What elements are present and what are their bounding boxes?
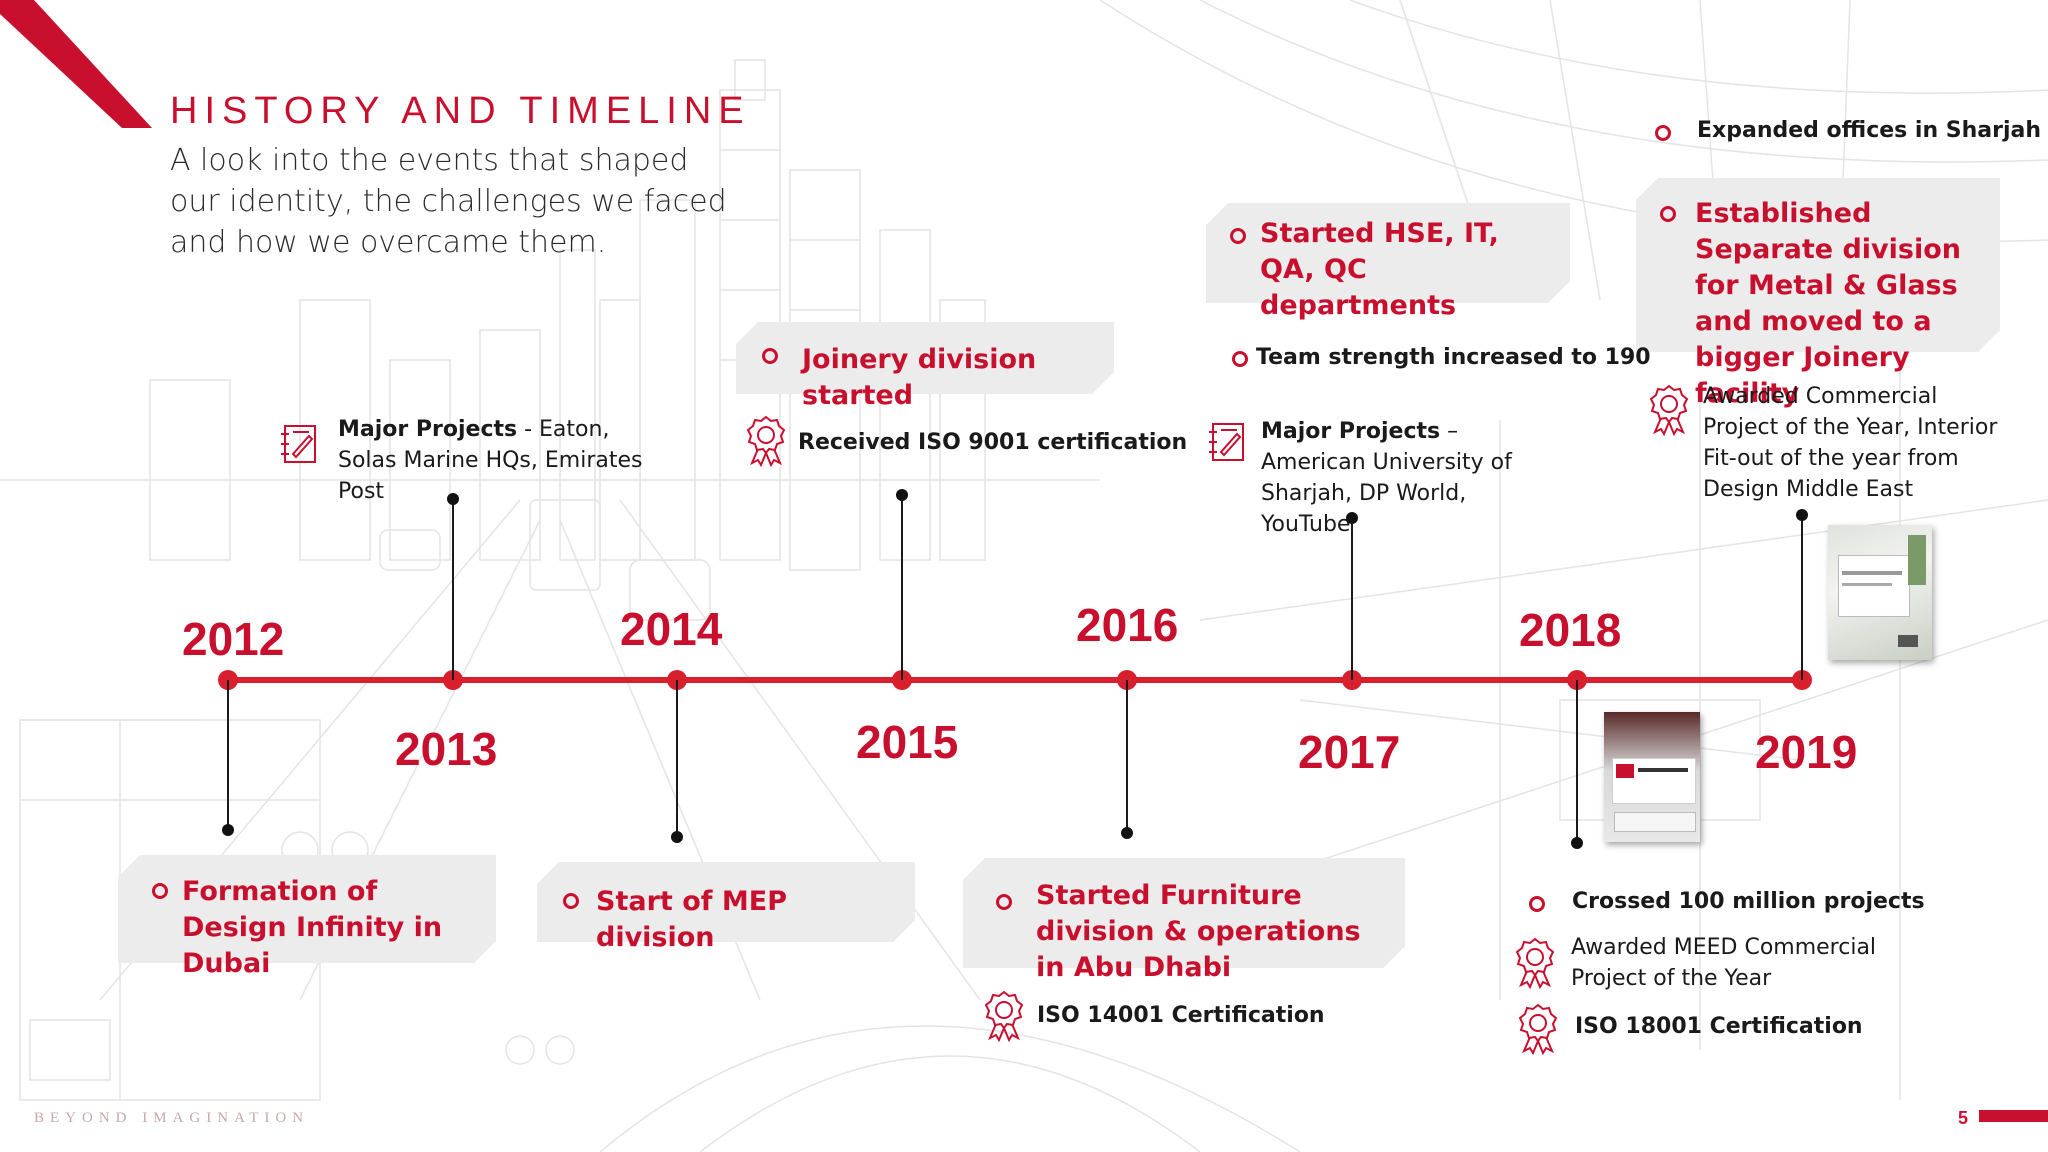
footer-tagline: BEYOND IMAGINATION <box>34 1110 310 1126</box>
callout-metal-glass <box>1636 178 2000 352</box>
timeline-node-2013 <box>443 670 463 690</box>
note-projects-2017-text: – American University of Sharjah, DP Wor… <box>1261 419 1512 537</box>
note-projects-2013: Major Projects - Eaton, Solas Marine HQs… <box>338 414 658 507</box>
page-number: 5 <box>1958 1108 1969 1128</box>
ring-bullet-icon <box>1529 896 1545 912</box>
stem-end-2012 <box>222 824 234 836</box>
stem-2017 <box>1351 518 1353 680</box>
callout-joinery <box>736 322 1114 394</box>
note-iso9001: Received ISO 9001 certification <box>798 430 1188 455</box>
note-crossed-100m: Crossed 100 million projects <box>1572 889 1925 914</box>
callout-mep <box>537 862 915 942</box>
footer-accent-bar <box>1979 1110 2048 1122</box>
note-meed-award: Awarded MEED Commercial Project of the Y… <box>1571 935 1877 991</box>
note-expanded-sharjah: Expanded offices in Sharjah <box>1697 118 2042 143</box>
note-projects-2017-label: Major Projects <box>1261 419 1441 444</box>
note-award-2019: Awarded Commercial Project of the Year, … <box>1703 384 1998 502</box>
corner-accent-stripe <box>0 0 152 128</box>
page-title: HISTORY AND TIMELINE <box>170 90 751 132</box>
award-ribbon-icon <box>1515 937 1555 989</box>
callout-joinery-text: Joinery division started <box>802 344 1037 411</box>
stem-end-2014 <box>671 831 683 843</box>
ring-bullet-icon <box>1655 125 1671 141</box>
award-ribbon-icon <box>1518 1003 1558 1055</box>
stem-end-2019 <box>1796 509 1808 521</box>
note-iso18001: ISO 18001 Certification <box>1575 1014 1863 1039</box>
stem-2018 <box>1576 680 1578 842</box>
year-label-2015: 2015 <box>856 716 959 768</box>
year-label-2016: 2016 <box>1076 599 1179 651</box>
ring-bullet-icon <box>1230 228 1246 244</box>
award-ribbon-icon <box>746 415 786 467</box>
stem-2019 <box>1801 516 1803 680</box>
year-label-2018: 2018 <box>1519 604 1622 656</box>
callout-hse-text: Started HSE, IT, QA, QC departments <box>1260 218 1499 321</box>
award-photo-2019 <box>1828 525 1932 660</box>
timeline-node-2019 <box>1792 670 1812 690</box>
page-subtitle: A look into the events that shaped our i… <box>170 143 727 260</box>
callout-hse <box>1206 203 1570 303</box>
stem-2015 <box>901 496 903 680</box>
year-label-2013: 2013 <box>395 723 498 775</box>
stem-end-2013 <box>447 493 459 505</box>
award-photo-2018 <box>1604 712 1700 842</box>
blueprint-icon <box>1209 423 1244 461</box>
stem-end-2017 <box>1346 512 1358 524</box>
award-ribbon-icon <box>1649 384 1689 436</box>
ring-bullet-icon <box>1232 351 1248 367</box>
callout-metal-glass-text: Established Separate division for Metal … <box>1695 198 1961 409</box>
callout-formation-text: Formation of Design Infinity in Dubai <box>182 876 443 979</box>
stem-2014 <box>676 680 678 836</box>
timeline-axis <box>225 677 1803 683</box>
year-label-2017: 2017 <box>1298 726 1401 778</box>
note-projects-2017: Major Projects – American University of … <box>1261 416 1561 540</box>
stem-end-2015 <box>896 489 908 501</box>
ring-bullet-icon <box>152 883 168 899</box>
note-iso14001: ISO 14001 Certification <box>1037 1003 1325 1028</box>
award-ribbon-icon <box>984 990 1024 1042</box>
blueprint-icon <box>281 425 316 463</box>
stem-2012 <box>227 680 229 828</box>
ring-bullet-icon <box>762 348 778 364</box>
ring-bullet-icon <box>563 893 579 909</box>
callout-furniture-text: Started Furniture division & operations … <box>1036 880 1361 983</box>
callout-furniture <box>963 858 1405 968</box>
note-team-strength: Team strength increased to 190 <box>1256 345 1651 370</box>
stem-2016 <box>1126 680 1128 832</box>
timeline-node-2015 <box>892 670 912 690</box>
year-label-2014: 2014 <box>620 603 723 655</box>
stem-end-2016 <box>1121 827 1133 839</box>
year-label-2012: 2012 <box>182 613 285 665</box>
ring-bullet-icon <box>1660 206 1676 222</box>
stem-end-2018 <box>1571 837 1583 849</box>
callout-formation <box>118 855 496 963</box>
note-projects-2013-text: - Eaton, Solas Marine HQs, Emirates Post <box>338 417 643 504</box>
ring-bullet-icon <box>996 894 1012 910</box>
timeline-node-2017 <box>1342 670 1362 690</box>
stem-2013 <box>452 500 454 680</box>
year-label-2019: 2019 <box>1755 726 1858 778</box>
callout-mep-text: Start of MEP division <box>596 886 787 953</box>
note-projects-2013-label: Major Projects <box>338 417 518 442</box>
